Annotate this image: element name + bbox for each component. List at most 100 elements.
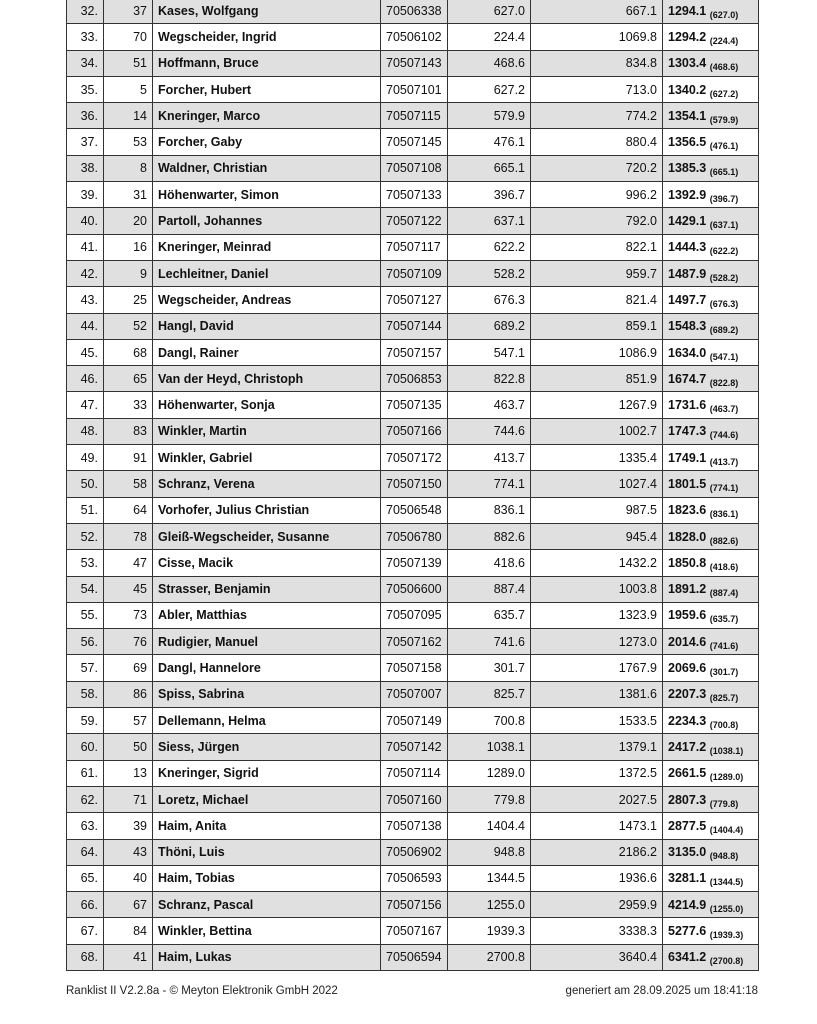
name-cell: Haim, Tobias: [152, 864, 381, 893]
total-cell: 1354.1 (579.9): [662, 102, 759, 130]
id-cell: 70506593: [380, 864, 448, 893]
score-2-cell: 1473.1: [530, 812, 663, 840]
start-number-cell: 65: [103, 365, 153, 393]
table-row: 52. 78 Gleiß-Wegscheider, Susanne 70506780 8…: [66, 522, 759, 551]
total-value: 1340.2: [668, 82, 707, 97]
id-cell: 70506600: [380, 575, 448, 603]
rank-cell: 37.: [66, 128, 104, 156]
score-1-cell: 396.7: [447, 181, 531, 209]
best-value: (825.7): [709, 693, 739, 704]
table-row: 34. 51 Hoffmann, Bruce 70507143 468.6 834.8 13…: [66, 49, 759, 77]
total-cell: 6341.2 (2700.8): [662, 943, 759, 971]
name-cell: Kneringer, Marco: [152, 102, 381, 130]
table-row: 39. 31 Höhenwarter, Simon 70507133 396.7 996.…: [66, 181, 759, 209]
id-cell: 70507160: [380, 785, 448, 814]
score-1-cell: 224.4: [447, 23, 531, 51]
score-2-cell: 880.4: [530, 128, 663, 156]
total-value: 1354.1: [668, 108, 707, 123]
table-row: 37. 53 Forcher, Gaby 70507145 476.1 880.4 1356…: [66, 128, 759, 156]
score-2-cell: 1372.5: [530, 759, 663, 787]
score-1-cell: 627.2: [447, 75, 531, 104]
total-value: 3135.0: [668, 845, 707, 860]
best-value: (948.8): [709, 851, 739, 862]
id-cell: 70507167: [380, 917, 448, 945]
best-value: (627.2): [709, 88, 739, 99]
score-2-cell: 792.0: [530, 207, 663, 235]
table-row: 48. 83 Winkler, Martin 70507166 744.6 1002.7 1…: [66, 417, 759, 446]
score-1-cell: 744.6: [447, 417, 531, 446]
id-cell: 70506853: [380, 365, 448, 393]
id-cell: 70507157: [380, 338, 448, 367]
rank-cell: 62.: [66, 785, 104, 814]
start-number-cell: 13: [103, 759, 153, 787]
total-value: 2234.3: [668, 713, 707, 728]
total-value: 5277.6: [668, 924, 707, 939]
table-row: 40. 20 Partoll, Johannes 70507122 637.1 792.0…: [66, 207, 759, 235]
total-value: 1749.1: [668, 450, 707, 465]
ranking-table: 32. 37 Kases, Wolfgang 70506338 627.0 667.1 12…: [66, 0, 759, 971]
table-row: 35. 5 Forcher, Hubert 70507101 627.2 713.0 134…: [66, 75, 759, 104]
best-value: (468.6): [709, 62, 739, 73]
best-value: (1038.1): [709, 745, 744, 756]
id-cell: 70507145: [380, 128, 448, 156]
score-1-cell: 948.8: [447, 838, 531, 866]
table-row: 66. 67 Schranz, Pascal 70507156 1255.0 2959.9…: [66, 891, 759, 919]
score-2-cell: 713.0: [530, 75, 663, 104]
total-value: 6341.2: [668, 950, 707, 965]
score-2-cell: 959.7: [530, 259, 663, 288]
name-cell: Abler, Matthias: [152, 601, 381, 630]
id-cell: 70507007: [380, 680, 448, 709]
score-1-cell: 528.2: [447, 259, 531, 288]
name-cell: Loretz, Michael: [152, 785, 381, 814]
name-cell: Thöni, Luis: [152, 838, 381, 866]
score-1-cell: 741.6: [447, 628, 531, 656]
total-cell: 2417.2 (1038.1): [662, 733, 759, 761]
rank-cell: 58.: [66, 680, 104, 709]
score-1-cell: 1344.5: [447, 864, 531, 893]
score-2-cell: 1432.2: [530, 549, 663, 577]
total-value: 2417.2: [668, 739, 707, 754]
rank-cell: 49.: [66, 444, 104, 472]
score-2-cell: 1273.0: [530, 628, 663, 656]
name-cell: Haim, Lukas: [152, 943, 381, 971]
start-number-cell: 31: [103, 181, 153, 209]
rank-cell: 32.: [66, 0, 104, 25]
id-cell: 70506338: [380, 0, 448, 25]
id-cell: 70507172: [380, 444, 448, 472]
best-value: (836.1): [709, 509, 739, 520]
name-cell: Rudigier, Manuel: [152, 628, 381, 656]
total-cell: 1634.0 (547.1): [662, 338, 759, 367]
total-value: 1429.1: [668, 214, 707, 229]
total-cell: 1356.5 (476.1): [662, 128, 759, 156]
score-1-cell: 689.2: [447, 312, 531, 340]
score-1-cell: 887.4: [447, 575, 531, 603]
table-row: 64. 43 Thöni, Luis 70506902 948.8 2186.2 3135.…: [66, 838, 759, 866]
rank-cell: 67.: [66, 917, 104, 945]
score-1-cell: 579.9: [447, 102, 531, 130]
score-1-cell: 700.8: [447, 707, 531, 735]
rank-cell: 52.: [66, 522, 104, 551]
start-number-cell: 9: [103, 259, 153, 288]
score-2-cell: 2027.5: [530, 785, 663, 814]
total-value: 2807.3: [668, 792, 707, 807]
start-number-cell: 41: [103, 943, 153, 971]
total-cell: 1487.9 (528.2): [662, 259, 759, 288]
name-cell: Spiss, Sabrina: [152, 680, 381, 709]
name-cell: Vorhofer, Julius Christian: [152, 496, 381, 524]
start-number-cell: 70: [103, 23, 153, 51]
best-value: (1255.0): [709, 903, 744, 914]
total-cell: 1294.2 (224.4): [662, 23, 759, 51]
score-2-cell: 1335.4: [530, 444, 663, 472]
total-value: 1497.7: [668, 292, 707, 307]
start-number-cell: 58: [103, 470, 153, 498]
best-value: (528.2): [709, 272, 739, 283]
start-number-cell: 33: [103, 391, 153, 419]
best-value: (2700.8): [709, 956, 744, 967]
score-2-cell: 1267.9: [530, 391, 663, 419]
name-cell: Siess, Jürgen: [152, 733, 381, 761]
score-2-cell: 1002.7: [530, 417, 663, 446]
total-value: 1548.3: [668, 319, 707, 334]
score-1-cell: 413.7: [447, 444, 531, 472]
total-value: 1392.9: [668, 187, 707, 202]
table-row: 44. 52 Hangl, David 70507144 689.2 859.1 1548.…: [66, 312, 759, 340]
